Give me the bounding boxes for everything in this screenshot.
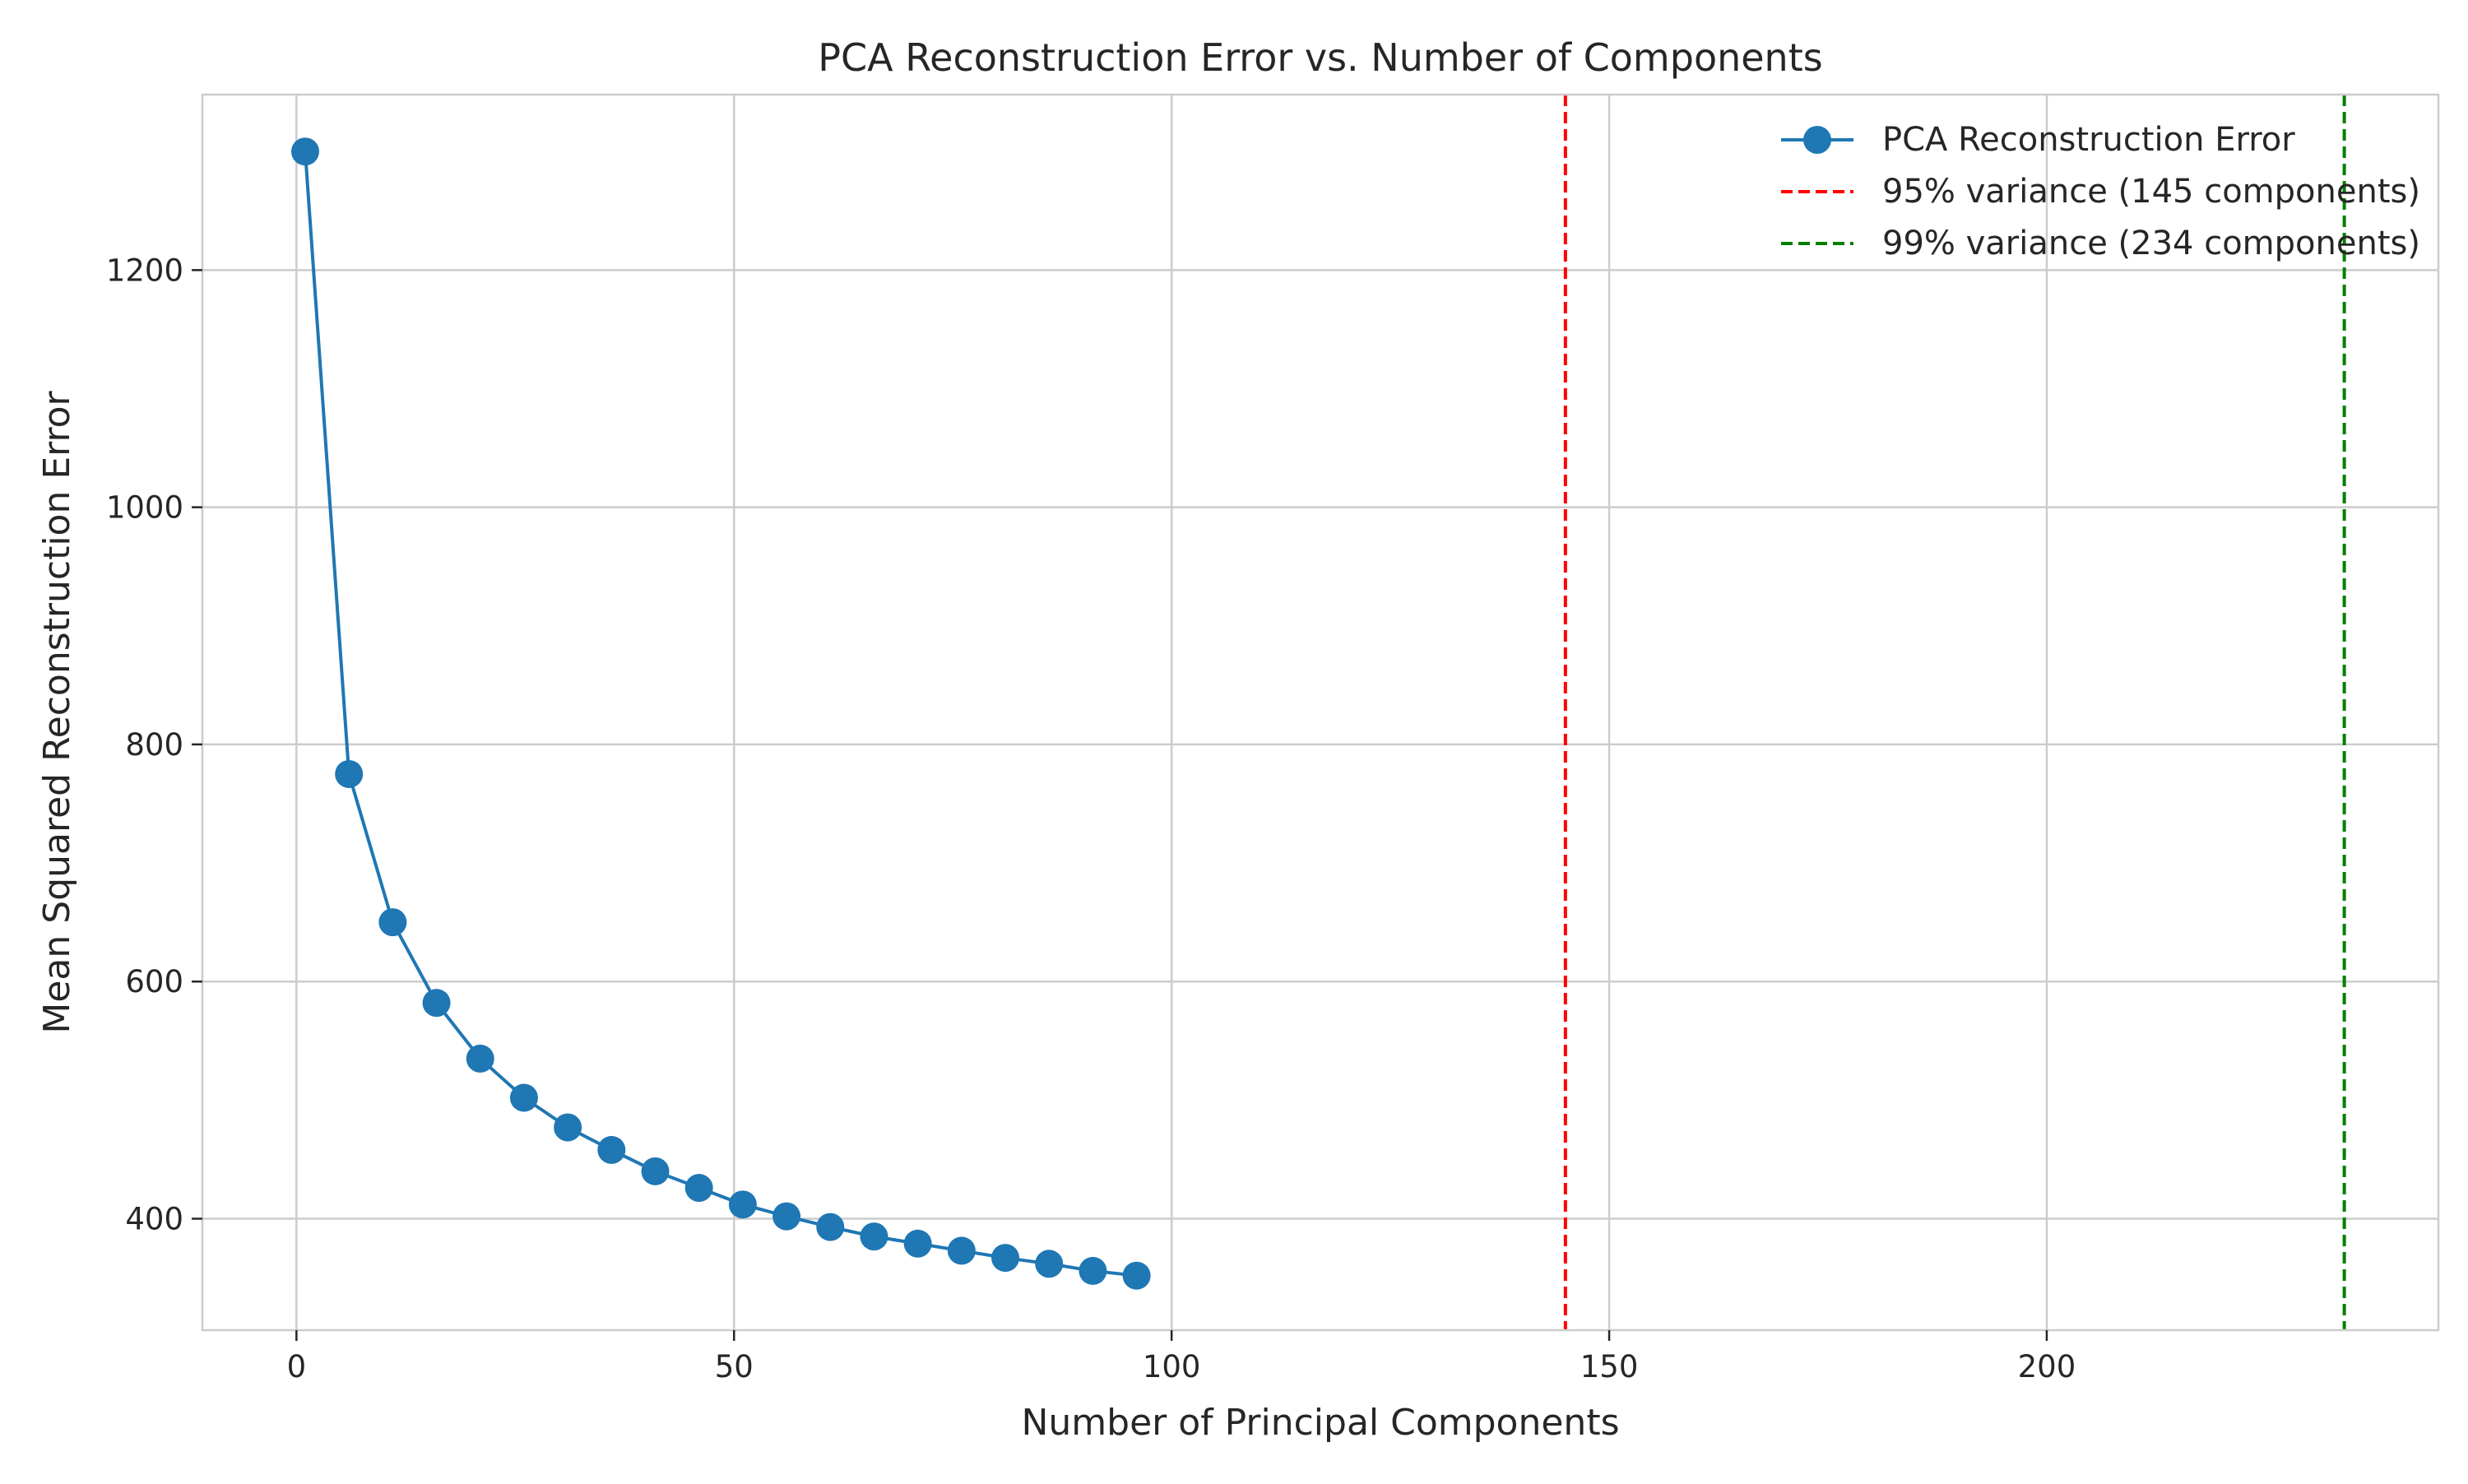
legend-item-series: PCA Reconstruction Error — [1781, 121, 2295, 159]
legend-marker-point — [1803, 126, 1831, 154]
data-point — [947, 1236, 976, 1265]
data-point — [1035, 1250, 1064, 1278]
data-point — [728, 1190, 757, 1219]
chart-title: PCA Reconstruction Error vs. Number of C… — [818, 35, 1822, 80]
data-point — [641, 1157, 670, 1185]
data-point — [509, 1083, 538, 1112]
data-point — [772, 1202, 801, 1231]
legend-item-95: 95% variance (145 components) — [1781, 173, 2420, 211]
data-point — [335, 759, 364, 788]
grid — [202, 95, 2438, 1330]
data-point — [290, 137, 319, 166]
y-axis-label: Mean Squared Reconstruction Error — [36, 390, 78, 1033]
plot-frame — [201, 93, 2440, 1332]
legend-label-99: 99% variance (234 components) — [1882, 225, 2420, 262]
data-point — [1079, 1256, 1107, 1285]
x-tick-label: 0 — [287, 1349, 307, 1384]
legend-label-95: 95% variance (145 components) — [1882, 173, 2420, 211]
x-tick-label: 150 — [1580, 1349, 1639, 1384]
x-tick-label: 200 — [2018, 1349, 2076, 1384]
y-tick-label: 1000 — [106, 490, 183, 526]
data-point — [903, 1229, 932, 1258]
data-point — [1122, 1261, 1151, 1290]
legend-label-series: PCA Reconstruction Error — [1882, 121, 2295, 159]
legend: PCA Reconstruction Error 95% variance (1… — [1781, 121, 2420, 262]
data-point — [422, 989, 451, 1018]
x-tick-label: 50 — [715, 1349, 754, 1384]
y-tick-label: 400 — [125, 1202, 183, 1237]
data-point — [597, 1135, 626, 1164]
data-point — [684, 1174, 713, 1203]
data-point — [816, 1213, 845, 1241]
data-point — [466, 1044, 494, 1073]
axis-ticks: 0 50 100 150 200 400 600 800 1000 1200 — [106, 253, 2076, 1384]
x-tick-label: 100 — [1143, 1349, 1201, 1384]
data-point — [991, 1244, 1020, 1273]
legend-item-99: 99% variance (234 components) — [1781, 225, 2420, 262]
data-point — [554, 1113, 582, 1142]
x-axis-label: Number of Principal Components — [1022, 1402, 1620, 1444]
y-tick-label: 800 — [125, 727, 183, 763]
series — [290, 137, 1151, 1290]
data-point — [378, 908, 407, 937]
y-tick-label: 600 — [125, 964, 183, 999]
data-point — [860, 1222, 888, 1251]
y-tick-label: 1200 — [106, 253, 183, 288]
reference-lines — [1563, 95, 2346, 1330]
